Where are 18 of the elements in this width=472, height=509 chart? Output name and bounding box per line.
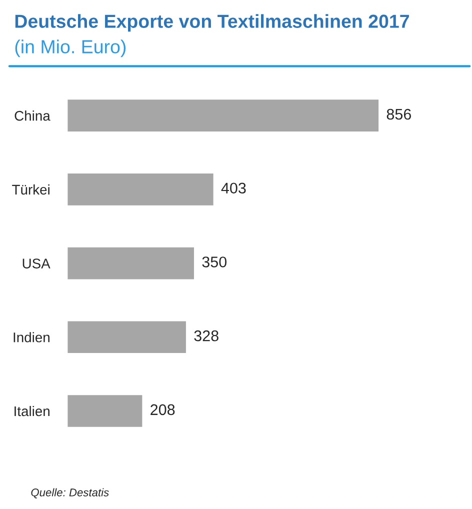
y-tick-label: China bbox=[14, 110, 50, 121]
y-tick-label: USA bbox=[22, 258, 50, 268]
bar bbox=[67, 394, 144, 428]
data-label: 350 bbox=[202, 256, 227, 268]
y-tick-label: Italien bbox=[14, 406, 50, 416]
source-note: Quelle: Destatis bbox=[31, 488, 109, 498]
y-tick-label: Indien bbox=[14, 332, 50, 342]
chart-title: Deutsche Exporte von Textilmaschinen 2017 bbox=[15, 14, 409, 32]
y-tick-label: Türkei bbox=[12, 184, 50, 195]
chart-subtitle: (in Mio. Euro) bbox=[15, 40, 126, 58]
bar bbox=[67, 246, 196, 281]
bar bbox=[67, 98, 380, 133]
data-label: 328 bbox=[194, 330, 218, 342]
bar bbox=[67, 320, 188, 354]
data-label: 403 bbox=[221, 182, 246, 194]
bar bbox=[67, 172, 215, 207]
data-label: 208 bbox=[150, 404, 175, 416]
data-label: 856 bbox=[386, 108, 411, 120]
